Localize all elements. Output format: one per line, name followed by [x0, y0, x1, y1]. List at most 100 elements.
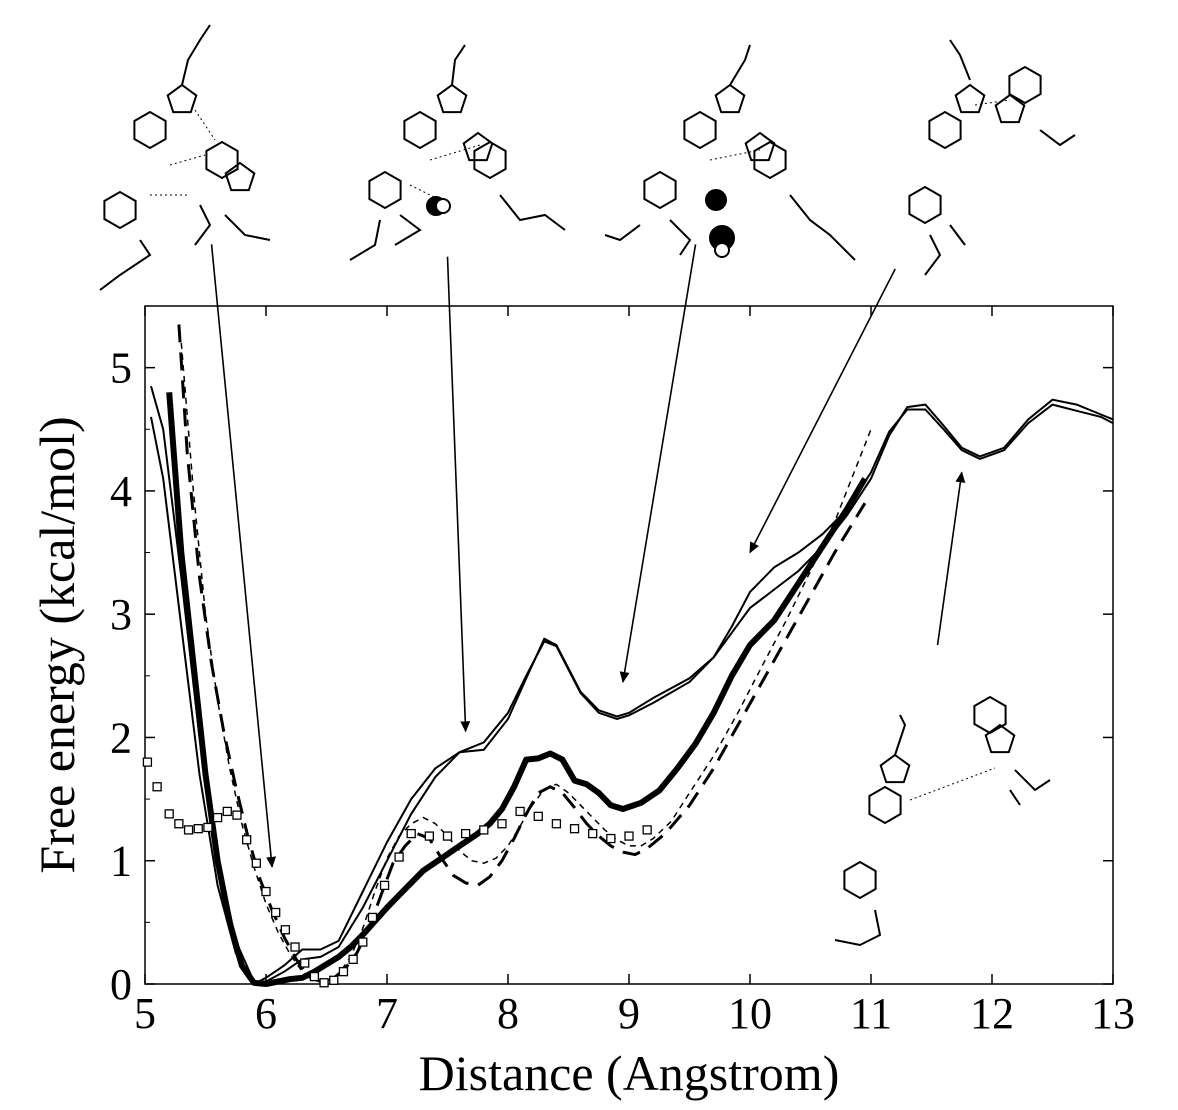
ring	[683, 110, 717, 150]
series-thick-dashed	[177, 324, 867, 984]
data-point	[533, 811, 543, 821]
series-thick-curve	[166, 392, 868, 987]
x-tick-label: 13	[1091, 989, 1135, 1038]
chain	[499, 194, 566, 231]
data-point	[309, 971, 320, 982]
x-tick-label: 8	[497, 989, 519, 1038]
molecule-3	[604, 44, 856, 261]
data-point	[203, 822, 213, 833]
ring	[473, 140, 507, 180]
annotation-arrow-4	[749, 268, 896, 554]
data-point	[551, 819, 562, 829]
ring	[368, 170, 402, 210]
data-point	[212, 812, 223, 823]
ring	[643, 170, 677, 210]
ring	[744, 131, 776, 162]
h-bond	[429, 144, 481, 161]
series-square-markers	[142, 757, 652, 988]
data-point	[300, 958, 310, 968]
x-tick-label: 6	[255, 989, 277, 1038]
data-point	[394, 852, 404, 862]
chain	[1009, 789, 1021, 806]
data-point	[442, 831, 453, 841]
series-upper-curve-a	[150, 403, 1114, 986]
molecule-5	[834, 695, 1051, 947]
data-point	[624, 831, 634, 841]
data-point	[367, 912, 378, 923]
chain	[99, 239, 152, 291]
y-axis-label: Free energy (kcal/mol)	[29, 416, 85, 873]
h-bond	[709, 149, 761, 161]
chain	[194, 204, 212, 246]
data-point	[569, 824, 580, 834]
chain	[604, 224, 641, 242]
chain	[669, 219, 692, 256]
x-tick-label: 5	[134, 989, 156, 1038]
ring	[462, 131, 494, 162]
ring	[843, 860, 877, 900]
chain	[894, 714, 907, 756]
axis-ticks	[144, 306, 1114, 985]
chain	[924, 234, 942, 276]
h-bond	[409, 184, 441, 201]
y-tick-label: 1	[110, 837, 132, 886]
data-point	[183, 825, 194, 835]
ring	[973, 695, 1007, 735]
h-bond	[909, 767, 996, 801]
data-point	[329, 975, 339, 985]
ring	[868, 785, 902, 825]
series-upper-curve-b	[150, 385, 1114, 983]
water-hydrogen	[714, 242, 730, 258]
ring	[954, 83, 986, 114]
data-point	[164, 809, 174, 819]
x-tick-label: 7	[376, 989, 398, 1038]
annotation-arrow-5	[936, 471, 966, 646]
ring	[205, 140, 239, 180]
h-bond	[169, 154, 206, 166]
x-tick-label: 10	[728, 989, 772, 1038]
y-tick-label: 2	[110, 713, 132, 762]
data-point	[460, 828, 471, 839]
data-point	[348, 954, 358, 964]
data-point	[251, 858, 261, 868]
data-point	[479, 825, 489, 835]
ring	[436, 83, 468, 114]
x-tick-label: 9	[618, 989, 640, 1038]
chain	[789, 194, 856, 261]
ring	[908, 185, 942, 225]
water-oxygen	[705, 189, 727, 211]
data-point	[497, 819, 507, 829]
h-bond	[974, 99, 1011, 106]
data-point	[406, 828, 416, 839]
ring	[994, 93, 1026, 124]
annotation-arrow-1	[210, 244, 277, 868]
chain	[949, 39, 971, 81]
chain	[394, 214, 422, 246]
annotation-arrow-3	[619, 244, 697, 683]
data-point	[379, 880, 390, 891]
ring	[984, 723, 1016, 754]
data-point	[261, 886, 271, 897]
ring	[224, 161, 256, 192]
x-tick-label: 11	[850, 989, 892, 1038]
data-point	[280, 925, 291, 935]
x-axis-label: Distance (Angstrom)	[419, 1045, 840, 1101]
x-tick-label: 12	[970, 989, 1014, 1038]
ring	[103, 190, 137, 230]
ring	[879, 753, 911, 784]
ring	[403, 110, 437, 150]
data-point	[319, 978, 329, 988]
chain	[949, 224, 966, 246]
molecule-2	[349, 44, 566, 261]
data-point	[338, 967, 349, 977]
data-point	[642, 825, 652, 835]
chain	[451, 44, 466, 86]
data-point	[515, 806, 525, 817]
y-tick-label: 0	[110, 960, 132, 1009]
annotation-arrows	[210, 244, 966, 868]
chain	[729, 44, 751, 86]
ring	[714, 83, 746, 114]
